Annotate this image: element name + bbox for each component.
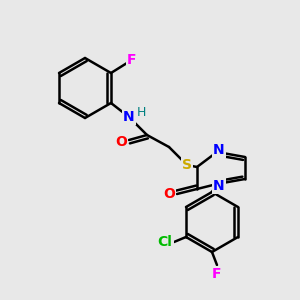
Text: S: S <box>182 158 192 172</box>
Text: N: N <box>213 143 225 157</box>
Text: F: F <box>212 267 222 281</box>
Text: H: H <box>136 106 146 118</box>
Text: O: O <box>115 135 127 149</box>
Text: O: O <box>163 187 175 201</box>
Text: N: N <box>123 110 135 124</box>
Text: F: F <box>127 53 137 67</box>
Text: Cl: Cl <box>158 235 172 249</box>
Text: N: N <box>213 179 225 193</box>
